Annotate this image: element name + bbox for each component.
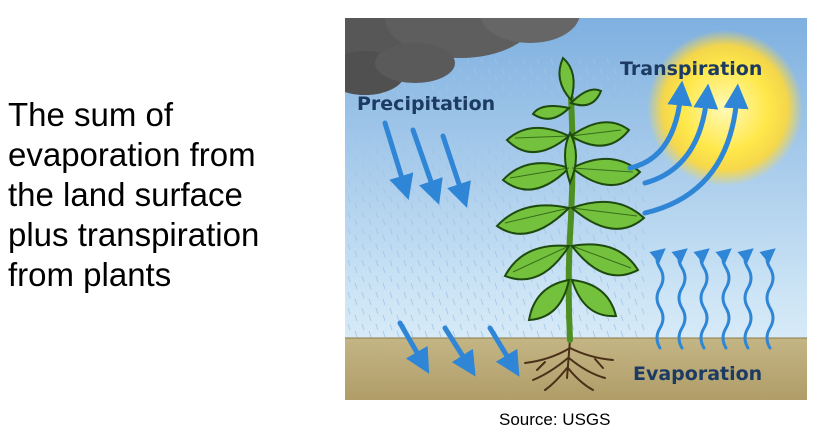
evaporation-label: Evaporation (633, 363, 762, 385)
transpiration-label: Transpiration (620, 58, 762, 80)
transpiration-arrow-icon (642, 83, 719, 186)
infiltration-arrow-icon (487, 325, 520, 377)
precipitation-label: Precipitation (357, 93, 495, 115)
roots-icon (524, 339, 614, 391)
diagram-canvas: Precipitation Transpiration Evaporation (345, 18, 807, 400)
precipitation-arrow-icon (410, 127, 443, 205)
infiltration-arrow-icon (397, 320, 430, 374)
caption-line: from plants (8, 256, 172, 293)
transpiration-arrows (627, 80, 749, 216)
precipitation-arrow-icon (440, 133, 471, 208)
infiltration-arrow-icon (442, 325, 476, 377)
transpiration-arrow-icon (627, 80, 693, 171)
caption-line: evaporation from (8, 136, 256, 173)
caption-line: the land surface (8, 176, 243, 213)
evaporation-arrow-icon (649, 248, 666, 350)
caption-line: plus transpiration (8, 216, 260, 253)
evaporation-arrow-icon (759, 248, 776, 350)
evaporation-arrow-icon (671, 248, 688, 350)
precipitation-arrow-icon (382, 120, 414, 200)
rain-cloud-icon (345, 18, 580, 95)
evaporation-arrows (649, 248, 776, 350)
water-cycle-diagram: Precipitation Transpiration Evaporation (345, 18, 807, 400)
evaporation-arrow-icon (737, 248, 754, 350)
transpiration-arrow-icon (642, 83, 749, 216)
evaporation-arrow-icon (693, 248, 710, 350)
sun-icon (647, 30, 803, 186)
precipitation-arrows (382, 120, 520, 377)
source-credit: Source: USGS (499, 410, 611, 429)
caption-text: The sum of evaporation from the land sur… (8, 95, 328, 295)
caption-line: The sum of (8, 96, 174, 133)
plant-icon (495, 56, 646, 343)
evaporation-arrow-icon (715, 248, 732, 350)
